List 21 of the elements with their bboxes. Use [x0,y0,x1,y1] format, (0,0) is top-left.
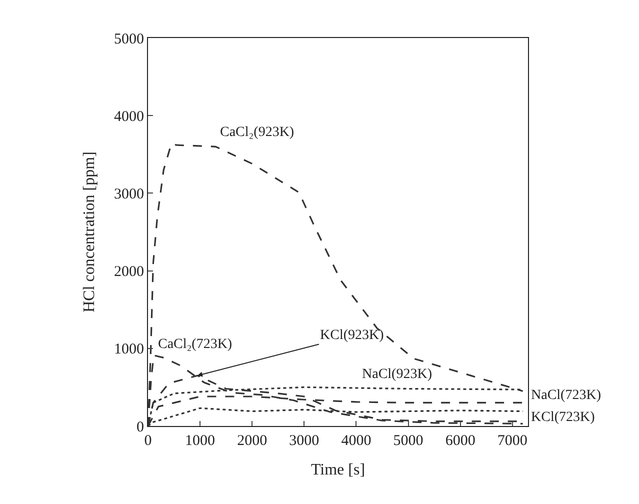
text: KCl(923K) [320,328,384,343]
series-label: CaCl₂(923K) [220,125,294,140]
series-label: NaCl(723K) [531,388,602,403]
x-tick-label: 5000 [393,433,424,449]
y-tick-label: 2000 [114,264,144,280]
x-tick-label: 4000 [341,433,372,449]
x-axis-title: Time [s] [310,462,366,479]
y-tick-label: 3000 [114,186,144,202]
x-tick-label: 2000 [237,433,268,449]
x-tick-label: 1000 [185,433,216,449]
y-tick-label: 0 [136,419,144,436]
x-tick-label: 3000 [289,433,320,449]
series-label: CaCl₂(723K) [158,337,232,352]
series-label: KCl(723K) [531,410,596,425]
series-label: NaCl(923K) [362,367,432,382]
y-tick-label: 1000 [114,342,144,358]
y-tick-label: 4000 [114,108,144,125]
x-tick-label: 7000 [497,433,528,449]
x-tick-label: 6000 [445,433,476,449]
y-axis-title: HCl concentration [ppm] [80,152,98,312]
y-tick-label: 5000 [114,31,144,48]
